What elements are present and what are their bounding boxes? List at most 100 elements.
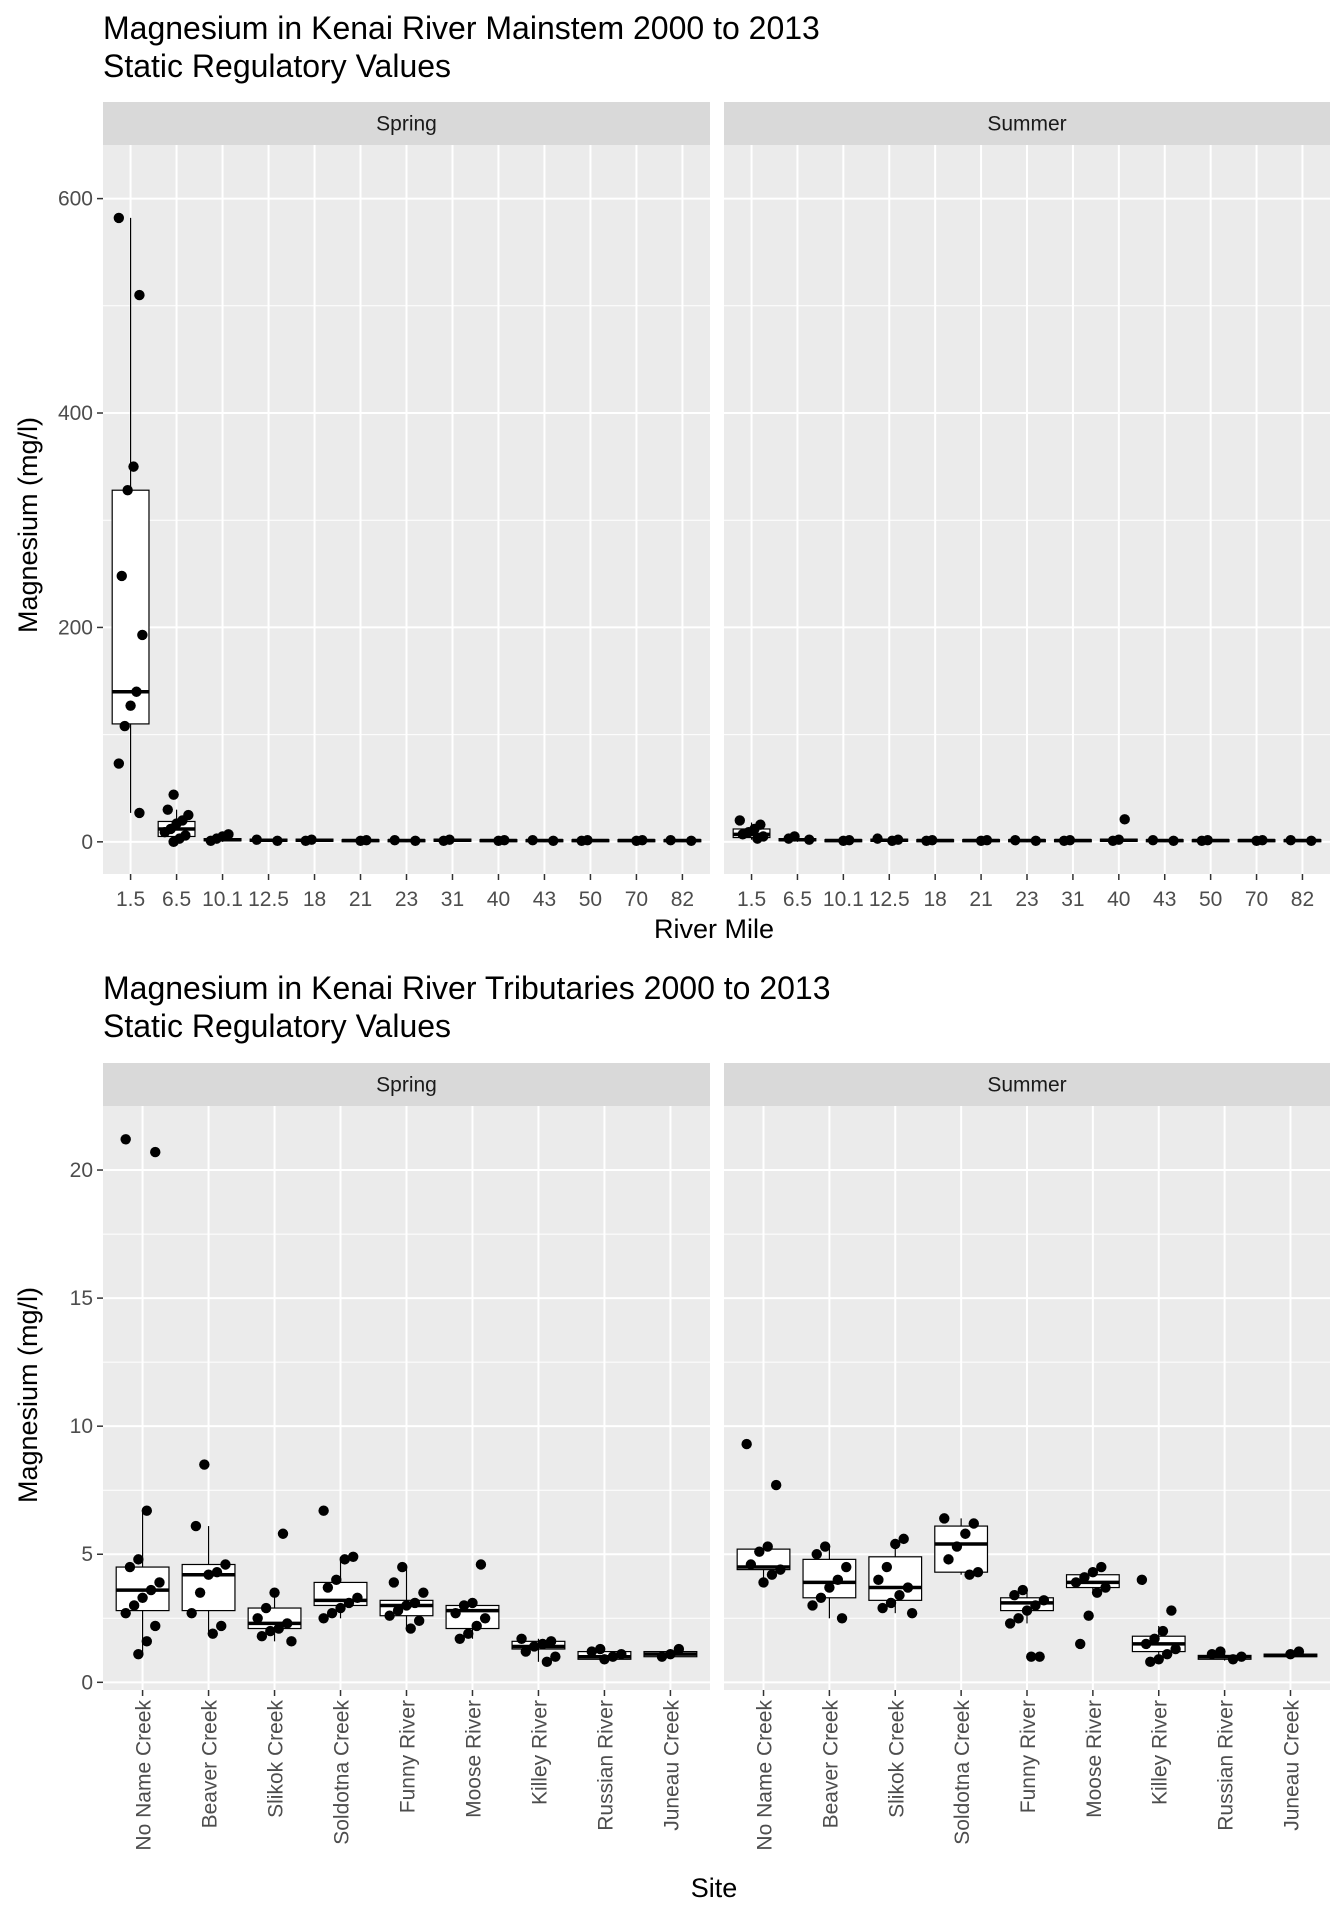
data-point bbox=[881, 1561, 893, 1573]
data-point bbox=[150, 1146, 161, 1158]
data-point bbox=[885, 1597, 897, 1609]
data-point bbox=[322, 1582, 334, 1593]
x-tick-label: Moose River bbox=[462, 1700, 485, 1818]
data-point bbox=[347, 1551, 359, 1563]
box-no-name-creek bbox=[736, 1438, 791, 1588]
data-point bbox=[665, 835, 676, 846]
data-point bbox=[418, 1587, 429, 1598]
box-killey-river bbox=[511, 1633, 566, 1668]
data-point bbox=[141, 1505, 153, 1516]
data-point bbox=[841, 1561, 852, 1573]
data-point bbox=[467, 1597, 478, 1609]
data-point bbox=[458, 1600, 470, 1611]
data-point bbox=[745, 1559, 757, 1570]
box-moose-river bbox=[445, 1559, 500, 1644]
data-point bbox=[388, 1577, 400, 1588]
box-no-name-creek bbox=[115, 1134, 170, 1660]
y-axis-title: Magnesium (mg/l) bbox=[13, 417, 43, 633]
data-point bbox=[1285, 835, 1296, 846]
data-point bbox=[256, 1631, 268, 1642]
facet-summer: Summer 1.5 6.5 10.1 12.5 18 21 23 31 40 43 50 70 82 bbox=[724, 102, 1330, 911]
data-point bbox=[1293, 1646, 1305, 1657]
data-point bbox=[186, 1607, 197, 1619]
data-point bbox=[1227, 1654, 1239, 1665]
box-21 bbox=[341, 835, 380, 846]
data-point bbox=[832, 1574, 844, 1586]
data-point bbox=[1168, 835, 1179, 846]
chart-title: Magnesium in Kenai River Tributaries 200… bbox=[103, 970, 831, 1006]
facet-label: Summer bbox=[987, 113, 1066, 136]
box-50 bbox=[1191, 835, 1230, 846]
data-point bbox=[1010, 835, 1021, 846]
box-43 bbox=[525, 835, 564, 846]
data-point bbox=[586, 1646, 597, 1657]
data-point bbox=[819, 1541, 831, 1552]
box-50 bbox=[571, 835, 610, 846]
x-axis-title: Site bbox=[691, 1873, 738, 1903]
box-slikok-creek bbox=[868, 1533, 923, 1619]
data-point bbox=[159, 826, 171, 838]
data-point bbox=[113, 758, 125, 769]
data-point bbox=[836, 1613, 848, 1624]
facet-label: Spring bbox=[376, 113, 437, 136]
data-point bbox=[520, 1646, 531, 1657]
data-point bbox=[463, 1628, 474, 1639]
data-point bbox=[529, 1641, 540, 1652]
data-point bbox=[269, 1587, 280, 1598]
data-point bbox=[272, 835, 283, 846]
data-point bbox=[475, 1559, 487, 1570]
data-point bbox=[318, 1613, 329, 1624]
x-tick-label: 21 bbox=[349, 888, 372, 911]
data-point bbox=[384, 1610, 395, 1621]
data-point bbox=[409, 1597, 421, 1609]
data-point bbox=[1030, 1600, 1041, 1611]
data-point bbox=[211, 1566, 223, 1578]
data-point bbox=[656, 1651, 668, 1662]
data-point bbox=[401, 1600, 412, 1611]
data-point bbox=[1017, 1584, 1028, 1596]
data-point bbox=[890, 1538, 901, 1550]
facet-spring: Spring No Name Creek Beaver Creek Slikok Cr… bbox=[103, 1063, 710, 1851]
x-tick-label: 50 bbox=[1199, 888, 1222, 911]
data-point bbox=[125, 700, 136, 711]
box-1-5 bbox=[732, 815, 771, 844]
data-point bbox=[1206, 1648, 1218, 1660]
data-point bbox=[1009, 1590, 1020, 1601]
x-tick-label: 21 bbox=[969, 888, 992, 911]
x-tick-label: 82 bbox=[1291, 888, 1314, 911]
data-point bbox=[811, 1549, 822, 1560]
x-tick-label: 40 bbox=[1107, 888, 1130, 911]
data-point bbox=[1251, 835, 1262, 846]
data-point bbox=[113, 212, 125, 224]
data-point bbox=[150, 1620, 161, 1632]
data-point bbox=[1038, 1595, 1050, 1606]
data-point bbox=[1119, 814, 1130, 825]
box-12-5 bbox=[870, 833, 909, 846]
facet-strip bbox=[724, 102, 1330, 145]
data-point bbox=[1136, 1574, 1148, 1586]
box-10-1 bbox=[203, 829, 242, 846]
box-beaver-creek bbox=[181, 1459, 236, 1639]
y-tick-label: 5 bbox=[81, 1543, 93, 1566]
facet-summer: Summer No Name Creek Beaver Creek Slikok Cr… bbox=[724, 1063, 1330, 1851]
data-point bbox=[741, 1438, 752, 1450]
box-soldotna-creek bbox=[313, 1505, 368, 1624]
data-point bbox=[203, 1569, 214, 1580]
x-tick-label: Soldotna Creek bbox=[331, 1700, 354, 1845]
data-point bbox=[887, 835, 898, 846]
x-tick-label: Killey River bbox=[528, 1700, 551, 1805]
x-tick-label: 82 bbox=[671, 888, 694, 911]
data-point bbox=[128, 1600, 140, 1611]
data-point bbox=[1100, 1582, 1111, 1593]
facet-label: Summer bbox=[987, 1074, 1066, 1097]
x-axis-title: River Mile bbox=[654, 914, 774, 944]
data-point bbox=[898, 1533, 909, 1545]
data-point bbox=[405, 1623, 416, 1634]
chart-subtitle: Static Regulatory Values bbox=[103, 1008, 451, 1044]
data-point bbox=[1087, 1566, 1099, 1578]
box-31 bbox=[1053, 835, 1092, 846]
data-point bbox=[616, 1648, 627, 1660]
box-82 bbox=[1283, 835, 1322, 846]
data-point bbox=[207, 1628, 218, 1639]
data-point bbox=[752, 833, 763, 844]
